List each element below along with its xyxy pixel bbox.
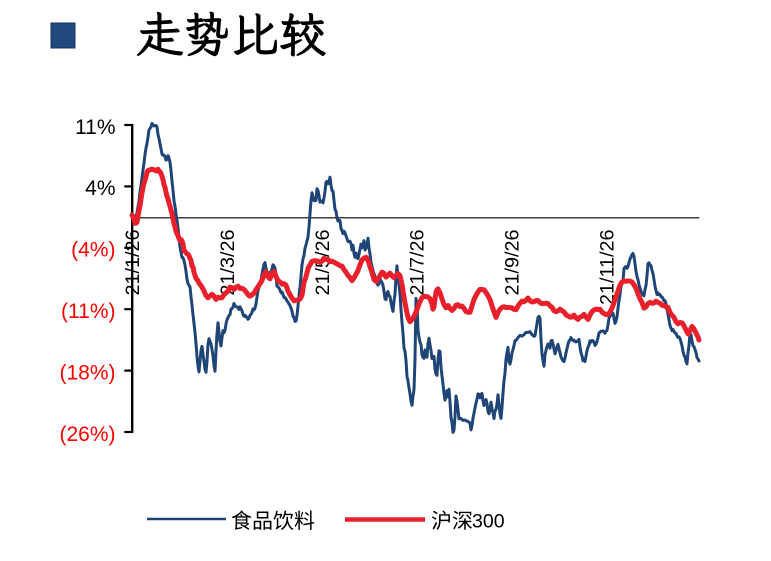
svg-text:(4%): (4%) [71, 239, 115, 262]
svg-text:21/11/26: 21/11/26 [597, 230, 619, 306]
svg-text:21/7/26: 21/7/26 [407, 230, 429, 296]
svg-text:4%: 4% [85, 177, 115, 200]
svg-text:300: 300 [472, 511, 505, 533]
svg-text:(18%): (18%) [59, 361, 115, 384]
svg-text:(26%): (26%) [59, 423, 115, 446]
svg-text:(11%): (11%) [61, 300, 115, 323]
svg-text:21/1/26: 21/1/26 [122, 230, 144, 296]
svg-text:21/9/26: 21/9/26 [502, 230, 524, 296]
svg-text:21/3/26: 21/3/26 [217, 230, 239, 296]
svg-text:11%: 11% [75, 116, 115, 139]
